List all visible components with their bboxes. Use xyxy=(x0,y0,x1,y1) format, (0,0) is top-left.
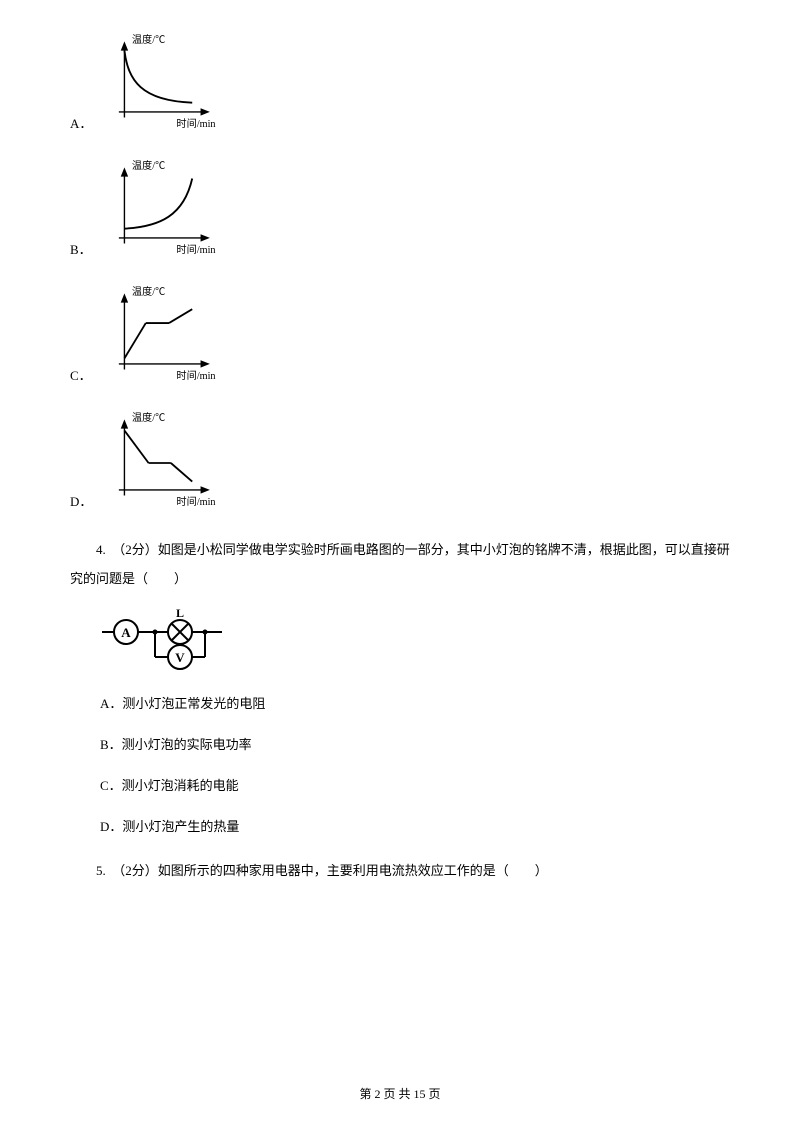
svg-text:温度/℃: 温度/℃ xyxy=(132,159,165,172)
svg-text:温度/℃: 温度/℃ xyxy=(132,285,165,298)
svg-text:温度/℃: 温度/℃ xyxy=(132,411,165,424)
page-footer: 第 2 页 共 15 页 xyxy=(0,1085,800,1102)
svg-text:L: L xyxy=(176,607,184,620)
chart-d: 温度/℃ 时间/min xyxy=(104,408,234,518)
option-b-letter: B． xyxy=(70,239,96,266)
option-a-letter: A． xyxy=(70,113,96,140)
option-a-row: A． 温度/℃ 时间/min xyxy=(70,30,730,140)
option-d-letter: D． xyxy=(70,491,96,518)
chart-b: 温度/℃ 时间/min xyxy=(104,156,234,266)
q4-option-c: C．测小灯泡消耗的电能 xyxy=(100,775,730,794)
option-c-letter: C． xyxy=(70,365,96,392)
svg-text:V: V xyxy=(175,650,185,665)
circuit-diagram: A L V xyxy=(100,607,730,677)
chart-c: 温度/℃ 时间/min xyxy=(104,282,234,392)
svg-text:时间/min: 时间/min xyxy=(176,369,215,382)
svg-text:时间/min: 时间/min xyxy=(176,495,215,508)
option-d-row: D． 温度/℃ 时间/min xyxy=(70,408,730,518)
option-b-row: B． 温度/℃ 时间/min xyxy=(70,156,730,266)
chart-a: 温度/℃ 时间/min xyxy=(104,30,234,140)
svg-text:A: A xyxy=(121,625,131,640)
q4-option-a: A．测小灯泡正常发光的电阻 xyxy=(100,693,730,712)
svg-text:温度/℃: 温度/℃ xyxy=(132,33,165,46)
svg-text:时间/min: 时间/min xyxy=(176,117,215,130)
question-5-text: 5. （2分）如图所示的四种家用电器中，主要利用电流热效应工作的是（ ） xyxy=(70,857,730,886)
question-4-text: 4. （2分）如图是小松同学做电学实验时所画电路图的一部分，其中小灯泡的铭牌不清… xyxy=(70,536,730,593)
q4-option-d: D．测小灯泡产生的热量 xyxy=(100,816,730,835)
option-c-row: C． 温度/℃ 时间/min xyxy=(70,282,730,392)
svg-text:时间/min: 时间/min xyxy=(176,243,215,256)
q4-option-b: B．测小灯泡的实际电功率 xyxy=(100,734,730,753)
